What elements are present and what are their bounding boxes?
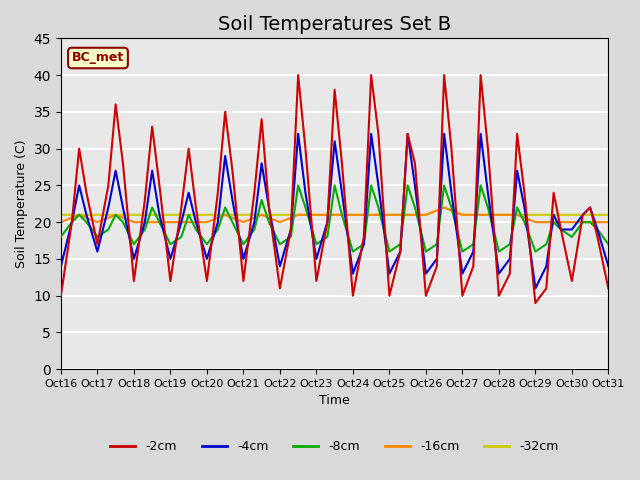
Text: BC_met: BC_met	[72, 51, 124, 64]
Y-axis label: Soil Temperature (C): Soil Temperature (C)	[15, 140, 28, 268]
Title: Soil Temperatures Set B: Soil Temperatures Set B	[218, 15, 451, 34]
Legend: -2cm, -4cm, -8cm, -16cm, -32cm: -2cm, -4cm, -8cm, -16cm, -32cm	[106, 435, 564, 458]
X-axis label: Time: Time	[319, 395, 350, 408]
